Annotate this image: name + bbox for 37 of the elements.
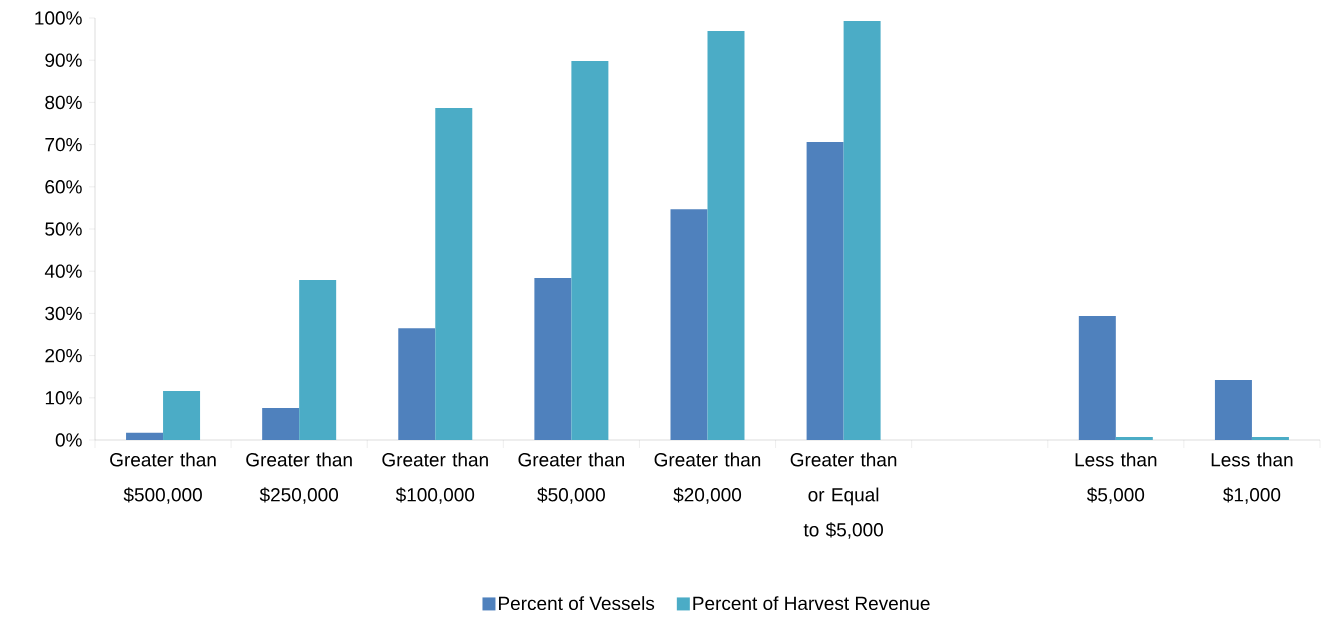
y-tick-label: 80% [45, 95, 82, 110]
x-tick-label: Greater than $100,000 [382, 452, 488, 504]
bar [806, 142, 844, 440]
bar [435, 107, 473, 440]
y-tick-label: 70% [45, 137, 82, 152]
bar [1214, 380, 1252, 440]
x-tick-label: Greater than $20,000 [654, 452, 761, 504]
y-tick-label: 10% [45, 391, 82, 405]
y-tick-label: 20% [45, 348, 82, 363]
bar [707, 31, 745, 440]
bar [398, 328, 436, 440]
bar [126, 432, 164, 440]
legend-label: Percent of Vessels [499, 596, 655, 611]
bar [262, 407, 300, 440]
bar [299, 280, 337, 440]
y-tick-label: 50% [45, 222, 82, 236]
bar [534, 277, 572, 440]
y-tick-label: 90% [45, 53, 82, 67]
x-tick-label: Greater than $500,000 [110, 452, 216, 504]
bar [843, 20, 881, 440]
y-tick-label: 30% [45, 306, 82, 321]
y-tick-label: 100% [35, 11, 82, 25]
bar [670, 209, 708, 440]
bar [163, 391, 201, 440]
x-tick-label: Less than $1,000 [1211, 452, 1293, 504]
y-tick-label: 0% [55, 433, 82, 447]
x-tick-label: Greater than $250,000 [246, 452, 352, 504]
x-tick-label: Greater than $50,000 [518, 452, 624, 504]
bar [1115, 437, 1153, 440]
bar [1078, 315, 1116, 440]
x-tick-label: Greater than or Equal to $5,000 [790, 452, 897, 539]
legend-label: Percent of Harvest Revenue [693, 596, 930, 611]
bar [1251, 437, 1289, 440]
y-tick-label: 40% [44, 264, 82, 278]
y-tick-label: 60% [45, 180, 82, 194]
x-tick-label: Less than $5,000 [1075, 452, 1157, 504]
bar [571, 61, 609, 440]
